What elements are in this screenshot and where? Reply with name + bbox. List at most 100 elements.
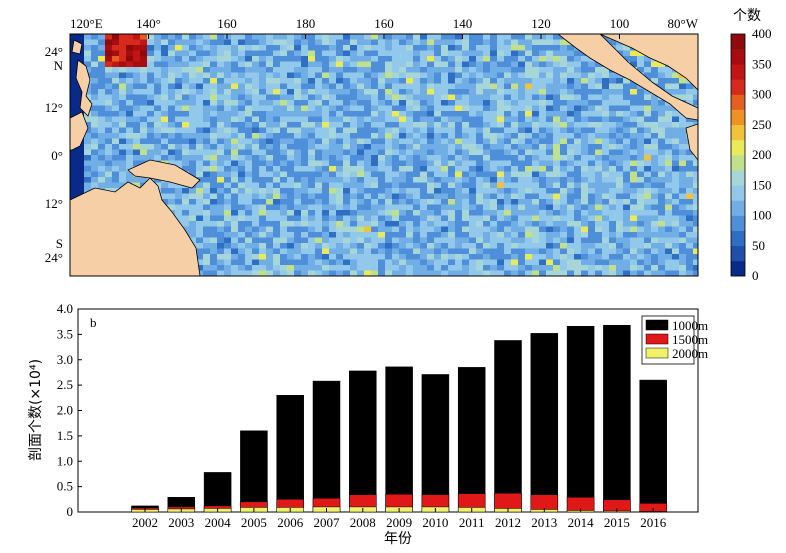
- heatmap-cell: [168, 182, 176, 189]
- heatmap-cell: [343, 133, 351, 139]
- heatmap-cell: [112, 105, 120, 112]
- heatmap-cell: [686, 265, 694, 271]
- heatmap-cell: [399, 67, 407, 73]
- heatmap-cell: [679, 210, 687, 216]
- heatmap-cell: [630, 160, 638, 167]
- heatmap-cell: [301, 259, 309, 266]
- heatmap-cell: [378, 72, 386, 79]
- heatmap-cell: [644, 61, 652, 68]
- heatmap-cell: [546, 226, 554, 233]
- heatmap-cell: [259, 232, 267, 238]
- heatmap-cell: [518, 133, 526, 139]
- heatmap-cell: [385, 50, 393, 57]
- heatmap-cell: [455, 89, 463, 95]
- heatmap-cell: [644, 100, 652, 106]
- heatmap-cell: [448, 155, 456, 161]
- heatmap-cell: [301, 171, 309, 178]
- heatmap-cell: [217, 188, 225, 194]
- heatmap-cell: [399, 138, 407, 145]
- heatmap-cell: [672, 254, 680, 260]
- heatmap-cell: [280, 144, 288, 150]
- heatmap-cell: [126, 171, 134, 178]
- heatmap-cell: [301, 166, 309, 172]
- heatmap-cell: [469, 155, 477, 161]
- heatmap-cell: [553, 237, 561, 244]
- heatmap-cell: [553, 149, 561, 156]
- heatmap-cell: [609, 254, 617, 260]
- heatmap-cell: [322, 188, 330, 194]
- heatmap-cell: [553, 155, 561, 161]
- heatmap-cell: [91, 116, 99, 123]
- heatmap-cell: [497, 83, 505, 90]
- heatmap-cell: [595, 89, 603, 95]
- heatmap-cell: [259, 39, 267, 46]
- heatmap-cell: [560, 100, 568, 106]
- heatmap-cell: [196, 83, 204, 90]
- heatmap-cell: [154, 100, 162, 106]
- heatmap-cell: [112, 182, 120, 189]
- heatmap-cell: [203, 237, 211, 244]
- heatmap-cell: [462, 265, 470, 271]
- heatmap-cell: [567, 155, 575, 161]
- heatmap-cell: [483, 67, 491, 73]
- heatmap-cell: [245, 122, 253, 128]
- heatmap-cell: [350, 254, 358, 260]
- heatmap-cell: [539, 226, 547, 233]
- heatmap-cell: [406, 171, 414, 178]
- heatmap-cell: [609, 127, 617, 134]
- heatmap-cell: [420, 248, 428, 255]
- heatmap-cell: [448, 45, 456, 51]
- heatmap-cell: [133, 111, 141, 117]
- heatmap-cell: [196, 39, 204, 46]
- heatmap-cell: [511, 243, 519, 249]
- heatmap-cell: [210, 45, 218, 51]
- heatmap-cell: [168, 111, 176, 117]
- heatmap-cell: [175, 133, 183, 139]
- heatmap-cell: [392, 94, 400, 101]
- heatmap-cell: [266, 149, 274, 156]
- heatmap-cell: [532, 188, 540, 194]
- heatmap-cell: [245, 182, 253, 189]
- heatmap-cell: [196, 78, 204, 84]
- heatmap-cell: [427, 221, 435, 227]
- heatmap-cell: [616, 166, 624, 172]
- heatmap-cell: [595, 116, 603, 123]
- heatmap-cell: [672, 171, 680, 178]
- heatmap-cell: [553, 248, 561, 255]
- heatmap-cell: [602, 127, 610, 134]
- heatmap-cell: [553, 45, 561, 51]
- heatmap-cell: [665, 116, 673, 123]
- heatmap-cell: [315, 193, 323, 200]
- heatmap-cell: [350, 122, 358, 128]
- heatmap-cell: [315, 56, 323, 62]
- heatmap-cell: [350, 50, 358, 57]
- heatmap-cell: [175, 127, 183, 134]
- heatmap-cell: [329, 144, 337, 150]
- heatmap-cell: [378, 78, 386, 84]
- heatmap-cell: [413, 122, 421, 128]
- heatmap-cell: [413, 72, 421, 79]
- heatmap-cell: [490, 94, 498, 101]
- heatmap-cell: [161, 133, 169, 139]
- heatmap-cell: [644, 171, 652, 178]
- heatmap-cell: [196, 149, 204, 156]
- heatmap-cell: [532, 45, 540, 51]
- heatmap-cell: [574, 226, 582, 233]
- heatmap-cell: [525, 265, 533, 271]
- heatmap-cell: [308, 105, 316, 112]
- heatmap-cell: [70, 94, 78, 101]
- heatmap-cell: [420, 160, 428, 167]
- heatmap-cell: [189, 160, 197, 167]
- heatmap-cell: [497, 61, 505, 68]
- heatmap-cell: [693, 171, 698, 178]
- heatmap-cell: [238, 122, 246, 128]
- heatmap-cell: [378, 155, 386, 161]
- heatmap-cell: [637, 133, 645, 139]
- heatmap-cell: [168, 83, 176, 90]
- heatmap-cell: [357, 127, 365, 134]
- heatmap-cell: [686, 83, 694, 90]
- heatmap-cell: [133, 94, 141, 101]
- heatmap-cell: [378, 232, 386, 238]
- heatmap-cell: [441, 149, 449, 156]
- heatmap-cell: [245, 243, 253, 249]
